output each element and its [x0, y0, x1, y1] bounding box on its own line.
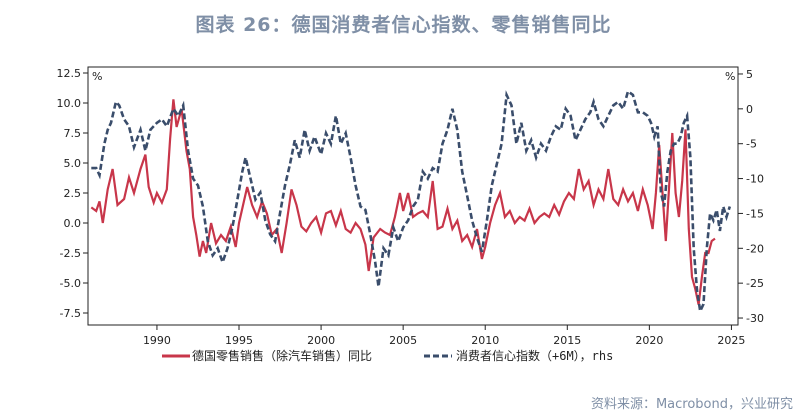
- left-tick-label: -2.5: [60, 247, 81, 260]
- series-retail-sales-line: [90, 99, 716, 305]
- right-y-axis: 5 0 -5 -10 -15 -20 -25 -30: [738, 68, 764, 325]
- left-axis-unit: %: [92, 70, 102, 83]
- right-tick-label: -30: [746, 312, 764, 325]
- right-tick-label: -20: [746, 242, 764, 255]
- x-tick-label: 1990: [143, 334, 171, 347]
- x-tick-label: 1995: [225, 334, 253, 347]
- x-tick-label: 2010: [471, 334, 499, 347]
- left-tick-label: 0.0: [64, 217, 82, 230]
- chart-title: 图表 26：德国消费者信心指数、零售销售同比: [195, 14, 612, 36]
- left-tick-label: 7.5: [64, 127, 82, 140]
- left-tick-label: 10.0: [57, 97, 82, 110]
- right-tick-label: -10: [746, 173, 764, 186]
- x-tick-label: 2005: [389, 334, 417, 347]
- x-tick-label: 2020: [635, 334, 663, 347]
- plot-area-frame: [87, 66, 739, 326]
- x-tick-label: 2015: [553, 334, 581, 347]
- left-tick-label: 2.5: [64, 187, 82, 200]
- legend: 德国零售销售（除汽车销售）同比 消费者信心指数（+6M），rhs: [162, 348, 613, 363]
- right-axis-unit: %: [725, 70, 735, 83]
- right-tick-label: -15: [746, 207, 764, 220]
- right-tick-label: 5: [746, 68, 753, 81]
- series-consumer-confidence-line: [91, 89, 732, 316]
- right-tick-label: -25: [746, 277, 764, 290]
- source-note: 资料来源：Macrobond，兴业研究: [590, 397, 793, 412]
- left-tick-label: 5.0: [64, 157, 82, 170]
- x-tick-label: 2025: [717, 334, 745, 347]
- x-tick-label: 2000: [307, 334, 335, 347]
- left-tick-label: 12.5: [57, 67, 82, 80]
- x-axis: 1990 1995 2000 2005 2010 2015 2020 2025: [143, 325, 745, 347]
- right-tick-label: 0: [746, 103, 753, 116]
- left-y-axis: 12.5 10.0 7.5 5.0 2.5 0.0 -2.5 -5.0 -7.5: [57, 67, 88, 320]
- left-tick-label: -7.5: [60, 307, 81, 320]
- left-tick-label: -5.0: [60, 277, 81, 290]
- legend-label-consumer-confidence: 消费者信心指数（+6M），rhs: [456, 348, 613, 363]
- legend-label-retail-sales: 德国零售销售（除汽车销售）同比: [192, 348, 372, 363]
- right-tick-label: -5: [746, 138, 757, 151]
